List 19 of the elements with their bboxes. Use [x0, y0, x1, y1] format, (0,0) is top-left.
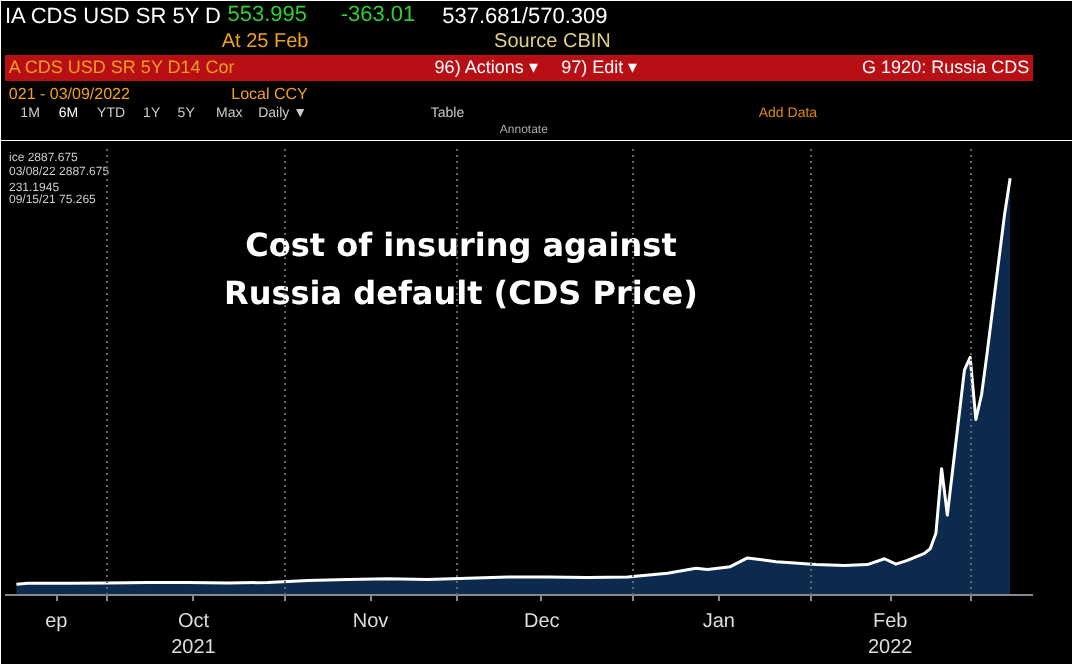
text: 97) Edit ▾ [561, 57, 639, 77]
text: A CDS USD SR 5Y D14 Cor [8, 57, 235, 77]
text: IA CDS USD SR 5Y D [5, 5, 222, 29]
x-tick-label: Dec [524, 611, 560, 633]
source-note: Source CBIN [494, 31, 611, 53]
text: At 25 Feb [221, 31, 310, 53]
x-tick-label: Nov [352, 611, 389, 633]
x-tick-label: Feb 2022 [867, 611, 914, 660]
text: Cost of insuring against Russia default (CDS Price) [224, 226, 698, 312]
text: -363.01 [340, 3, 416, 27]
text: Local CCY [231, 85, 310, 103]
x-tick-label: ep [45, 611, 69, 633]
text: 537.681/570.309 [442, 5, 608, 29]
text: 021 - 03/09/2022 [8, 85, 131, 103]
text: 96) Actions ▾ [434, 57, 539, 77]
x-tick-label: Oct 2021 [171, 611, 217, 660]
text: 553.995 [227, 3, 308, 27]
x-tick-label: Jan [702, 611, 736, 633]
text: G 1920: Russia CDS [862, 57, 1030, 77]
